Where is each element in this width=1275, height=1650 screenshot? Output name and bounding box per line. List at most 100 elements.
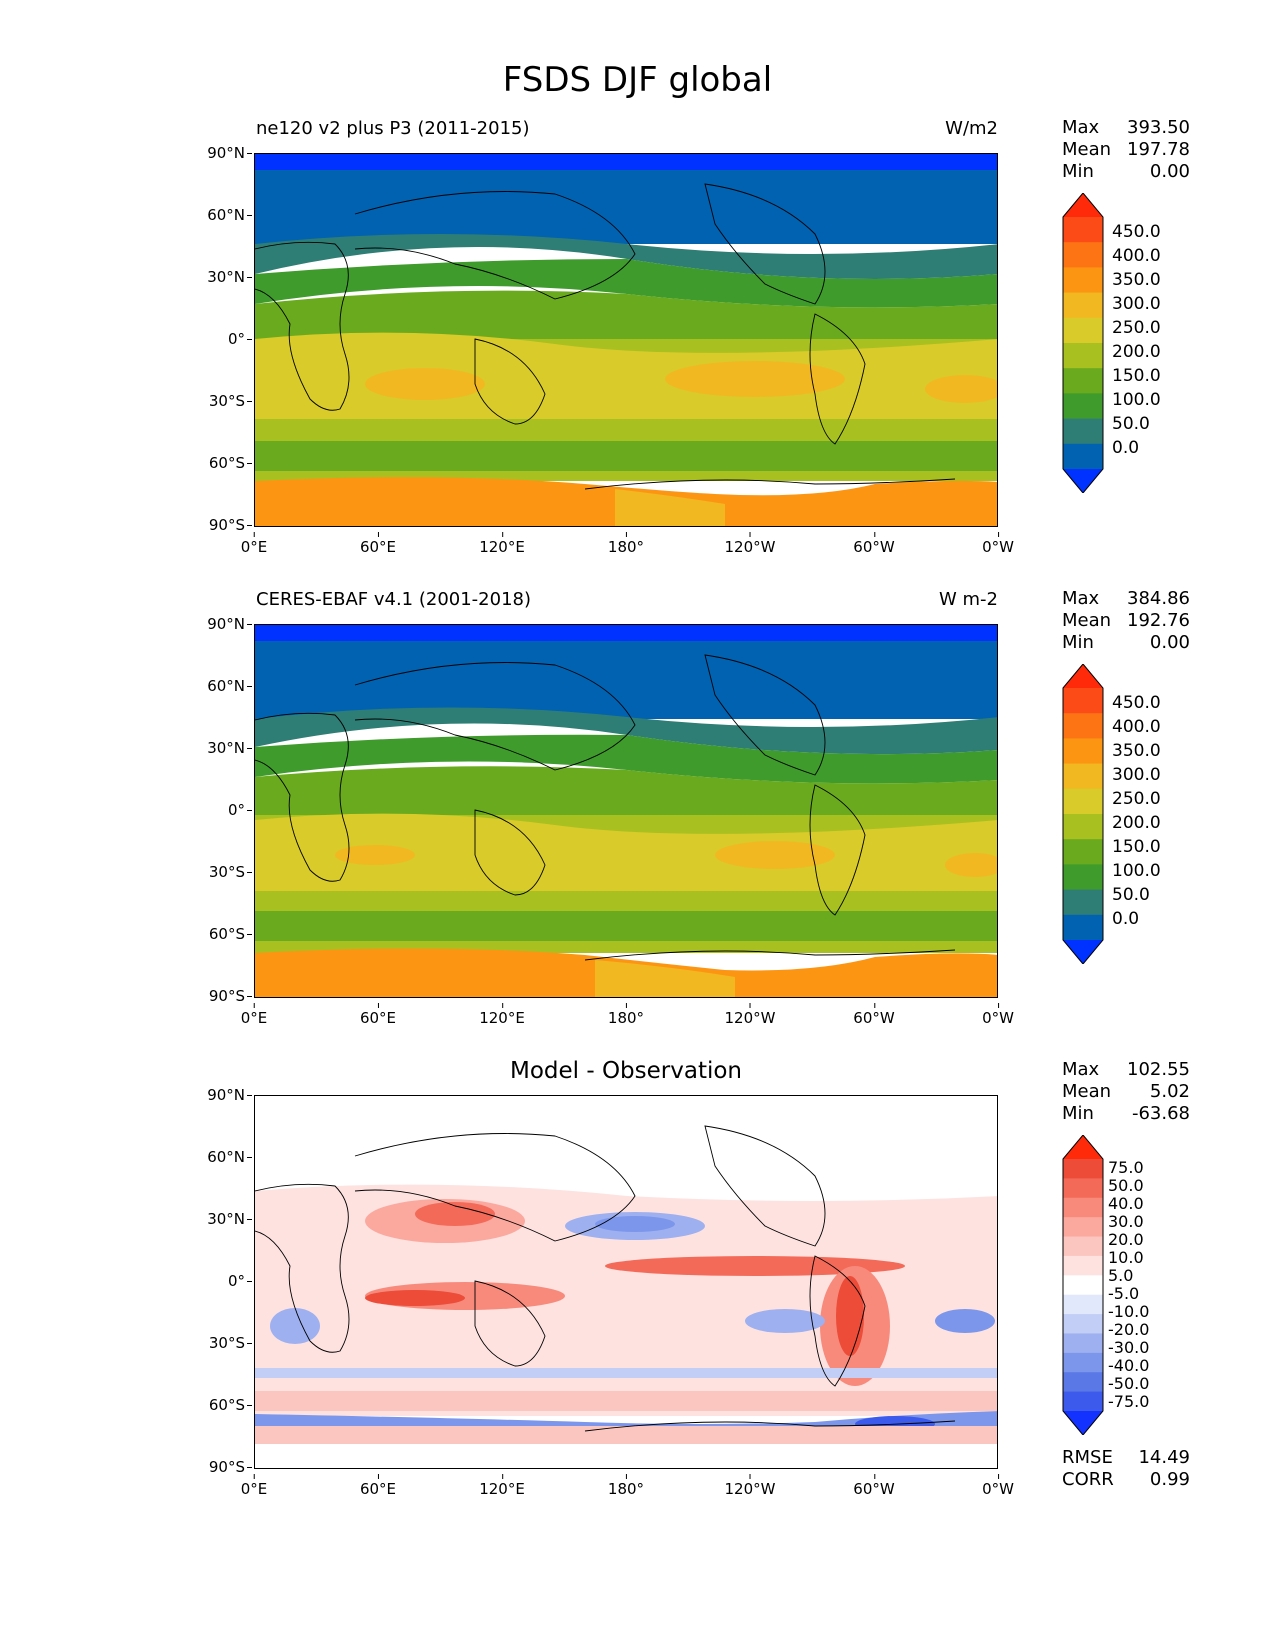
lat-tick: 30°S: [208, 1334, 253, 1352]
lat-tick: 30°N: [207, 268, 252, 286]
obs-field-svg: [255, 625, 997, 997]
colorbar-label: 100.0: [1112, 861, 1161, 881]
panel-diff-map[interactable]: [254, 1095, 998, 1469]
colorbar-label: 5.0: [1108, 1266, 1134, 1285]
colorbar-swatch: [1063, 1159, 1103, 1179]
colorbar-swatch: [1063, 418, 1103, 445]
colorbar-swatch: [1063, 1236, 1103, 1257]
stat-label: Max: [1062, 588, 1100, 609]
lat-tick: 30°S: [208, 392, 253, 410]
stat-max: 102.55: [1127, 1059, 1190, 1080]
model-field-bands: [255, 154, 997, 526]
colorbar-extend-min: [1063, 1411, 1103, 1435]
stat-max: 384.86: [1127, 588, 1190, 609]
lon-tick: 180°: [607, 1003, 645, 1027]
lat-tick: 0°: [227, 801, 253, 819]
colorbar-swatches: [1062, 193, 1104, 493]
stat-label: Max: [1062, 1059, 1100, 1080]
colorbar-label: 50.0: [1108, 1176, 1144, 1195]
stat-min: 0.00: [1149, 161, 1190, 182]
colorbar-swatches: [1062, 664, 1104, 964]
metric-corr: 0.99: [1149, 1469, 1190, 1490]
colorbar-swatch: [1063, 317, 1103, 344]
lat-tick: 90°S: [208, 987, 253, 1005]
colorbar-swatch: [1063, 864, 1103, 891]
lat-tick: 60°N: [207, 1148, 252, 1166]
colorbar-label: 150.0: [1112, 837, 1161, 857]
colorbar-outline: [1062, 1135, 1104, 1435]
colorbar-outline: [1062, 193, 1104, 493]
colorbar-label: 40.0: [1108, 1194, 1144, 1213]
panel-diff-title: Model - Observation: [509, 1058, 743, 1084]
colorbar-label: 400.0: [1112, 246, 1161, 266]
colorbar-swatch: [1063, 393, 1103, 420]
colorbar-swatch: [1063, 1275, 1103, 1296]
lon-tick: 60°W: [853, 532, 895, 556]
lat-tick: 90°S: [208, 1458, 253, 1476]
panel-model-title: ne120 v2 plus P3 (2011-2015): [256, 118, 530, 139]
stat-label: Mean: [1062, 610, 1112, 631]
panel-diff-metrics: RMSE 14.49 CORR 0.99: [1062, 1447, 1190, 1491]
lon-tick: 120°E: [479, 1003, 525, 1027]
colorbar-label: 0.0: [1112, 438, 1140, 458]
lat-tick: 30°N: [207, 739, 252, 757]
colorbar-label: 400.0: [1112, 717, 1161, 737]
colorbar-label: 150.0: [1112, 366, 1161, 386]
metric-rmse: 14.49: [1138, 1447, 1190, 1468]
lon-tick: 120°W: [724, 532, 776, 556]
colorbar-label: -20.0: [1108, 1320, 1150, 1339]
lon-tick: 60°E: [359, 532, 397, 556]
colorbar-swatch: [1063, 217, 1103, 243]
colorbar-swatch: [1063, 1352, 1103, 1373]
colorbar-label: 250.0: [1112, 318, 1161, 338]
colorbar-label: 0.0: [1112, 909, 1140, 929]
colorbar-swatch: [1063, 713, 1103, 739]
lon-tick: 120°E: [479, 532, 525, 556]
colorbar-label: 250.0: [1112, 789, 1161, 809]
diff-field-blobs: [255, 1096, 997, 1468]
colorbar-swatch: [1063, 443, 1103, 470]
colorbar-swatch: [1063, 1333, 1103, 1354]
colorbar-label: 50.0: [1112, 414, 1150, 434]
colorbar-label: -50.0: [1108, 1374, 1150, 1393]
colorbar-label: 100.0: [1112, 390, 1161, 410]
colorbar-label: -40.0: [1108, 1356, 1150, 1375]
lon-tick: 120°W: [724, 1474, 776, 1498]
panel-model-units: W/m2: [945, 118, 998, 139]
figure-title: FSDS DJF global: [502, 60, 773, 100]
colorbar-swatch: [1063, 738, 1103, 765]
panel-model-map[interactable]: [254, 153, 998, 527]
obs-field-bands: [255, 625, 997, 997]
stat-min: 0.00: [1149, 632, 1190, 653]
colorbar-label: 300.0: [1112, 765, 1161, 785]
lat-tick: 90°N: [207, 144, 252, 162]
lon-tick: 60°W: [853, 1003, 895, 1027]
colorbar-label: -5.0: [1108, 1284, 1140, 1303]
lon-tick: 60°W: [853, 1474, 895, 1498]
colorbar-swatch: [1063, 368, 1103, 394]
lat-tick: 60°N: [207, 206, 252, 224]
colorbar-swatch: [1063, 688, 1103, 714]
lat-tick: 90°N: [207, 615, 252, 633]
lon-tick: 180°: [607, 532, 645, 556]
colorbar-label: 450.0: [1112, 222, 1161, 242]
lat-tick: 90°N: [207, 1086, 252, 1104]
panel-obs-map[interactable]: [254, 624, 998, 998]
colorbar-swatch: [1063, 292, 1103, 319]
model-field-svg: [255, 154, 997, 526]
panel-model-colorbar: [1062, 193, 1104, 493]
panel-obs-units: W m-2: [938, 589, 998, 610]
colorbar-label: 50.0: [1112, 885, 1150, 905]
colorbar-swatch: [1063, 814, 1103, 840]
colorbar-swatch: [1063, 839, 1103, 865]
lon-tick: 0°E: [240, 532, 268, 556]
colorbar-outline: [1062, 664, 1104, 964]
colorbar-swatch: [1063, 242, 1103, 268]
colorbar-swatch: [1063, 1372, 1103, 1393]
stat-max: 393.50: [1127, 117, 1190, 138]
lon-tick: 120°W: [724, 1003, 776, 1027]
lat-tick: 30°N: [207, 1210, 252, 1228]
lat-tick: 0°: [227, 330, 253, 348]
panel-diff-colorbar: [1062, 1135, 1104, 1435]
stat-label: Mean: [1062, 139, 1112, 160]
